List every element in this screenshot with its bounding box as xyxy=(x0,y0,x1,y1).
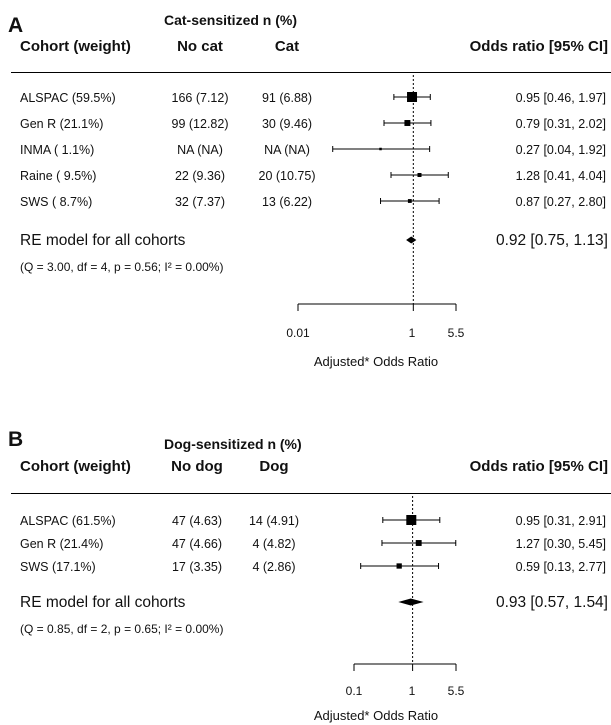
summary-label: RE model for all cohorts xyxy=(20,232,186,249)
point-estimate xyxy=(404,120,411,126)
x-axis-label: Adjusted* Odds Ratio xyxy=(313,354,439,369)
point-estimate xyxy=(406,515,417,525)
header-rule xyxy=(11,72,611,73)
odds-ratio-value: 1.27 [0.30, 5.45] xyxy=(515,537,606,551)
forest-plot-dog: B Dog-sensitized n (%) Cohort (weight) N… xyxy=(0,362,611,725)
x-tick-label: 0.01 xyxy=(286,326,310,340)
column-header-odds-ratio: Odds ratio [95% CI] xyxy=(469,458,608,475)
odds-ratio-value: 0.79 [0.31, 2.02] xyxy=(515,117,606,131)
column-header-cohort: Cohort (weight) xyxy=(20,458,131,475)
exposure-count: 4 (2.86) xyxy=(252,560,296,574)
x-tick-label: 5.5 xyxy=(447,684,465,698)
forest-plot-cat: A Cat-sensitized n (%) Cohort (weight) N… xyxy=(0,0,611,369)
summary-odds-ratio: 0.92 [0.75, 1.13] xyxy=(495,232,608,249)
no-exposure-count: 99 (12.82) xyxy=(171,117,229,131)
summary-odds-ratio: 0.93 [0.57, 1.54] xyxy=(495,594,608,611)
forest-plot-dog-graphic xyxy=(353,496,457,671)
no-exposure-count: 47 (4.63) xyxy=(171,514,223,528)
point-estimate xyxy=(396,563,402,569)
x-axis-label: Adjusted* Odds Ratio xyxy=(313,708,439,723)
odds-ratio-value: 0.87 [0.27, 2.80] xyxy=(515,195,606,209)
x-tick-label: 5.5 xyxy=(447,326,465,340)
exposure-count: 30 (9.46) xyxy=(261,117,313,131)
cohort-label: Gen R (21.4%) xyxy=(20,537,104,551)
no-exposure-count: 22 (9.36) xyxy=(174,169,226,183)
column-header-odds-ratio: Odds ratio [95% CI] xyxy=(469,38,608,55)
exposure-count: 14 (4.91) xyxy=(248,514,300,528)
summary-diamond xyxy=(398,598,424,606)
x-tick-label: 0.1 xyxy=(345,684,363,698)
panel-letter: A xyxy=(8,14,24,37)
group-header: Dog-sensitized n (%) xyxy=(164,436,302,452)
no-exposure-count: 47 (4.66) xyxy=(171,537,223,551)
column-header-cohort: Cohort (weight) xyxy=(20,38,131,55)
point-estimate xyxy=(407,92,418,102)
no-exposure-count: 32 (7.37) xyxy=(174,195,226,209)
cohort-label: SWS (17.1%) xyxy=(20,560,96,574)
cohort-label: SWS ( 8.7%) xyxy=(20,195,93,209)
column-header-yes: Cat xyxy=(274,38,300,55)
point-estimate xyxy=(379,147,382,151)
x-tick-label: 1 xyxy=(408,684,416,698)
cohort-label: ALSPAC (59.5%) xyxy=(20,91,116,105)
forest-plot-cat-graphic xyxy=(297,75,457,311)
exposure-count: 13 (6.22) xyxy=(261,195,313,209)
point-estimate xyxy=(415,540,422,546)
summary-diamond xyxy=(406,236,417,244)
point-estimate xyxy=(417,173,422,177)
odds-ratio-value: 0.59 [0.13, 2.77] xyxy=(515,560,606,574)
no-exposure-count: 17 (3.35) xyxy=(171,560,223,574)
odds-ratio-value: 0.27 [0.04, 1.92] xyxy=(515,143,606,157)
no-exposure-count: 166 (7.12) xyxy=(171,91,229,105)
exposure-count: 91 (6.88) xyxy=(261,91,313,105)
odds-ratio-value: 0.95 [0.31, 2.91] xyxy=(515,514,606,528)
exposure-count: NA (NA) xyxy=(264,143,310,157)
exposure-count: 4 (4.82) xyxy=(252,537,296,551)
no-exposure-count: NA (NA) xyxy=(177,143,223,157)
panel-letter: B xyxy=(8,428,24,451)
header-rule xyxy=(11,493,611,494)
exposure-count: 20 (10.75) xyxy=(258,169,316,183)
cohort-label: INMA ( 1.1%) xyxy=(20,143,95,157)
column-header-no: No dog xyxy=(171,458,223,475)
x-tick-label: 1 xyxy=(408,326,416,340)
cohort-label: Gen R (21.1%) xyxy=(20,117,104,131)
odds-ratio-value: 1.28 [0.41, 4.04] xyxy=(515,169,606,183)
heterogeneity-note: (Q = 0.85, df = 2, p = 0.65; I² = 0.00%) xyxy=(20,622,224,636)
column-header-no: No cat xyxy=(177,38,223,55)
group-header: Cat-sensitized n (%) xyxy=(164,12,298,28)
odds-ratio-value: 0.95 [0.46, 1.97] xyxy=(515,91,606,105)
column-header-yes: Dog xyxy=(259,458,289,475)
heterogeneity-note: (Q = 3.00, df = 4, p = 0.56; I² = 0.00%) xyxy=(20,260,224,274)
summary-label: RE model for all cohorts xyxy=(20,594,186,611)
cohort-label: Raine ( 9.5%) xyxy=(20,169,97,183)
cohort-label: ALSPAC (61.5%) xyxy=(20,514,116,528)
point-estimate xyxy=(407,199,412,203)
